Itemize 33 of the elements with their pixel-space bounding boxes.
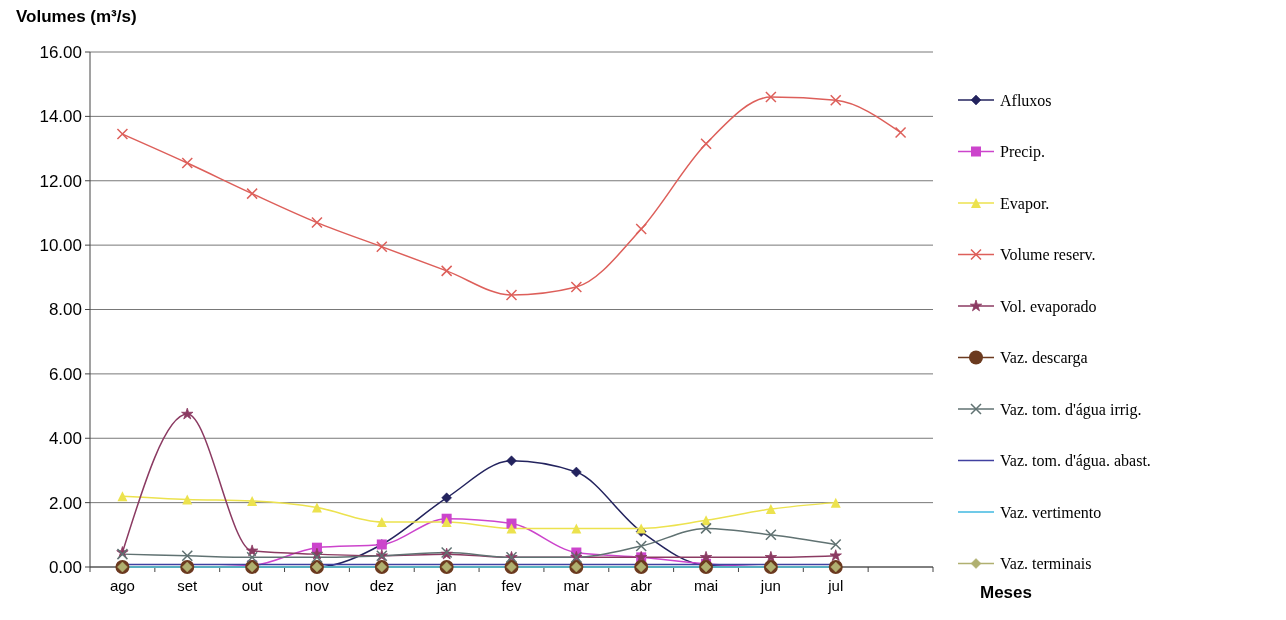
y-axis-title: Volumes (m³/s) xyxy=(16,7,137,26)
x-tick-label: jan xyxy=(435,577,457,594)
y-tick-label: 2.00 xyxy=(48,493,82,513)
x-tick-label: nov xyxy=(304,577,330,594)
y-tick-label: 0.00 xyxy=(48,557,82,577)
x-tick-label: jul xyxy=(827,577,844,594)
legend-label: Volume reserv. xyxy=(1000,246,1096,264)
legend-label: Vaz. tom. d'água. abast. xyxy=(1000,452,1151,471)
legend-label: Afluxos xyxy=(1000,91,1052,109)
x-tick-label: fev xyxy=(501,577,522,594)
legend-label: Precip. xyxy=(1000,143,1045,162)
x-tick-label: dez xyxy=(369,577,394,594)
y-tick-label: 16.00 xyxy=(39,42,82,62)
legend-label: Vaz. tom. d'água irrig. xyxy=(1000,400,1142,419)
x-axis-title: Meses xyxy=(980,583,1032,602)
y-tick-label: 4.00 xyxy=(48,429,82,449)
legend-label: Vaz. terminais xyxy=(1000,555,1092,573)
y-tick-label: 10.00 xyxy=(39,236,82,256)
x-tick-label: mai xyxy=(693,577,719,594)
y-tick-label: 8.00 xyxy=(48,300,82,320)
x-tick-label: ago xyxy=(109,577,135,594)
y-tick-label: 12.00 xyxy=(39,171,82,191)
legend-label: Vol. evaporado xyxy=(1000,297,1097,316)
y-tick-label: 14.00 xyxy=(39,107,82,127)
legend-label: Evapor. xyxy=(1000,194,1050,213)
x-tick-label: out xyxy=(241,577,264,594)
y-tick-label: 6.00 xyxy=(48,364,82,384)
x-tick-label: set xyxy=(177,577,199,594)
x-tick-label: mar xyxy=(563,577,590,594)
legend-label: Vaz. vertimento xyxy=(1000,503,1102,521)
legend-label: Vaz. descarga xyxy=(1000,349,1088,368)
x-tick-label: jun xyxy=(759,577,781,594)
x-tick-label: abr xyxy=(630,577,653,594)
